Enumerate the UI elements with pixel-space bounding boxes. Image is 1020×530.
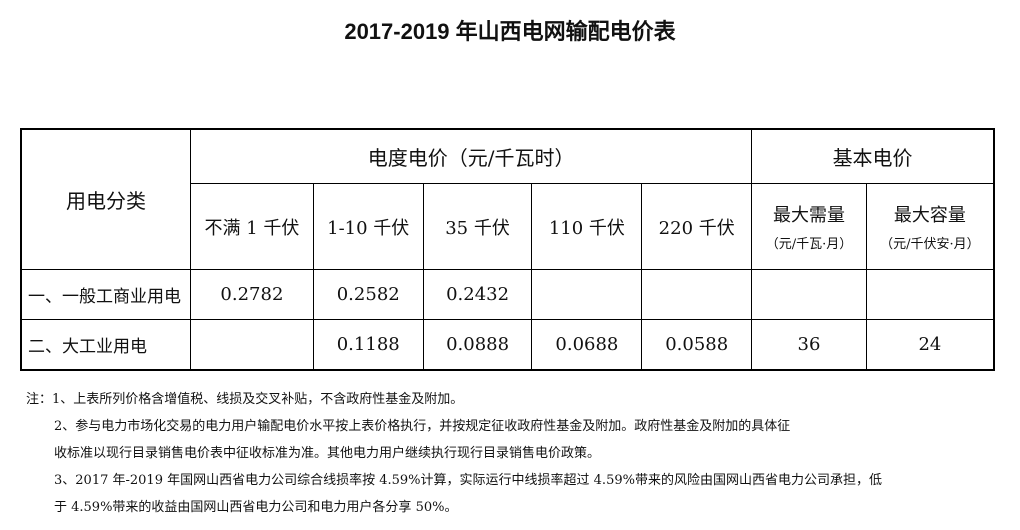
cell: 0.2782	[190, 269, 314, 320]
note-line: 收标准以现行目录销售电价表中征收标准为准。其他电力用户继续执行现行目录销售电价政…	[54, 446, 601, 461]
table-row: 二、大工业用电 0.1188 0.0888 0.0688 0.0588 36 2…	[20, 319, 995, 371]
max-demand-unit: （元/千瓦·月）	[765, 237, 853, 252]
basic-price-header: 基本电价	[751, 128, 995, 184]
row-label: 一、一般工商业用电	[20, 269, 192, 320]
voltage-header: 1-10 千伏	[312, 183, 424, 270]
category-header: 用电分类	[20, 128, 192, 270]
cell: 24	[865, 319, 995, 371]
page-title: 2017-2019 年山西电网输配电价表	[344, 19, 676, 44]
table-row: 一、一般工商业用电 0.2782 0.2582 0.2432	[20, 269, 995, 320]
cell: 0.1188	[312, 319, 424, 371]
max-capacity-header: 最大容量 （元/千伏安·月）	[865, 183, 995, 270]
note-line: 2、参与电力市场化交易的电力用户输配电价水平按上表价格执行，并按规定征收政府性基…	[54, 419, 791, 434]
voltage-header: 不满 1 千伏	[190, 183, 314, 270]
price-table: 用电分类 电度电价（元/千瓦时） 基本电价 不满 1 千伏 1-10 千伏 35…	[20, 128, 995, 371]
cell	[641, 269, 753, 320]
cell: 0.0588	[641, 319, 753, 371]
cell	[751, 269, 867, 320]
max-demand-label: 最大需量	[772, 205, 845, 226]
notes: 注：1、上表所列价格含增值税、线损及交叉补贴，不含政府性基金及附加。 2、参与电…	[26, 386, 882, 521]
cell: 0.2432	[422, 269, 533, 320]
voltage-header: 220 千伏	[641, 183, 753, 270]
cell	[531, 269, 643, 320]
max-capacity-label: 最大容量	[893, 205, 966, 226]
note-line: 于 4.59%带来的收益由国网山西省电力公司和电力用户各分享 50%。	[54, 500, 458, 515]
note-line: 3、2017 年-2019 年国网山西省电力公司综合线损率按 4.59%计算，实…	[54, 473, 882, 488]
cell: 36	[751, 319, 867, 371]
max-demand-header: 最大需量 （元/千瓦·月）	[751, 183, 867, 270]
cell: 0.0888	[422, 319, 533, 371]
voltage-header: 110 千伏	[531, 183, 643, 270]
energy-price-header: 电度电价（元/千瓦时）	[190, 128, 753, 184]
row-label: 二、大工业用电	[20, 319, 192, 371]
voltage-header: 35 千伏	[422, 183, 533, 270]
max-capacity-unit: （元/千伏安·月）	[880, 237, 980, 252]
cell: 0.2582	[312, 269, 424, 320]
note-line: 注：1、上表所列价格含增值税、线损及交叉补贴，不含政府性基金及附加。	[26, 392, 464, 407]
cell	[190, 319, 314, 371]
cell: 0.0688	[531, 319, 643, 371]
cell	[865, 269, 995, 320]
